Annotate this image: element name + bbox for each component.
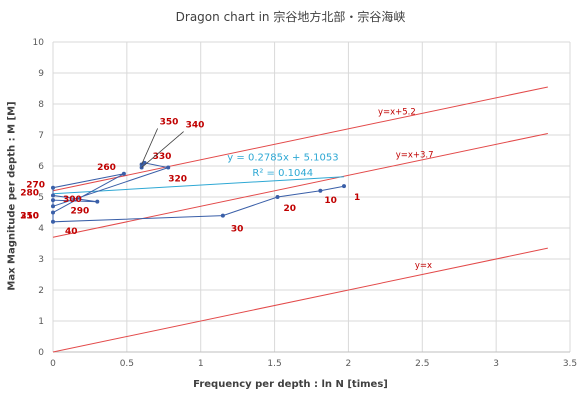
reference-line [52, 247, 548, 353]
data-point [51, 198, 55, 203]
data-point [51, 210, 55, 215]
y-tick-label: 5 [38, 193, 44, 203]
data-point [341, 184, 346, 189]
reference-lines: y=x+5.2 y=x+3.7 y=x [52, 86, 548, 353]
y-tick-label: 2 [38, 286, 44, 296]
data-point [166, 165, 171, 170]
reference-line-label: y=x+3.7 [396, 150, 434, 160]
point-label: 320 [168, 175, 187, 185]
data-point [51, 185, 55, 190]
connecting-line [52, 162, 345, 223]
reference-line-label: y=x [415, 261, 432, 271]
x-tick-label: 1 [198, 359, 204, 369]
data-point [275, 195, 280, 199]
point-label: 280 [20, 188, 39, 198]
x-tick-label: 0 [50, 359, 56, 369]
point-label: 30 [231, 225, 244, 235]
data-point [51, 219, 55, 224]
y-tick-label: 4 [38, 224, 44, 234]
x-tick-label: 2 [346, 359, 352, 369]
data-point [121, 171, 126, 176]
point-label: 10 [324, 196, 337, 206]
axes: 0 1 2 3 4 5 6 7 8 9 10 0 0.5 1 1.5 2 2.5 3 3.5 [33, 38, 578, 369]
x-tick-label: 1.5 [267, 359, 281, 369]
point-label: 250 [20, 212, 39, 222]
y-tick-label: 9 [38, 69, 44, 79]
data-point [51, 193, 55, 198]
gridlines [52, 41, 571, 353]
data-point [95, 199, 100, 204]
point-label: 330 [153, 152, 172, 162]
point-label: 260 [97, 163, 116, 173]
x-tick-label: 3 [493, 359, 499, 369]
y-tick-label: 8 [38, 100, 44, 110]
trendline: y = 0.2785x + 5.1053 R² = 0.1044 [52, 153, 345, 195]
data-points [51, 160, 346, 224]
x-tick-label: 0.5 [120, 359, 134, 369]
reference-line-label: y=x+5.2 [378, 108, 416, 118]
trendline-path [52, 176, 345, 195]
trendline-equation: y = 0.2785x + 5.1053 [227, 153, 338, 164]
point-label: 300 [63, 195, 82, 205]
point-label: 340 [186, 121, 205, 131]
x-axis-label: Frequency per depth : ln N [times] [193, 379, 388, 390]
point-label: 40 [65, 227, 78, 237]
data-point [318, 188, 323, 193]
x-tick-label: 3.5 [563, 359, 577, 369]
data-point [51, 204, 55, 209]
y-tick-label: 6 [38, 162, 44, 172]
y-tick-label: 0 [38, 348, 44, 358]
y-tick-label: 7 [38, 131, 44, 141]
chart-title: Dragon chart in 宗谷地方北部・宗谷海峡 [175, 10, 406, 24]
point-label: 20 [284, 204, 297, 214]
trendline-r2: R² = 0.1044 [252, 168, 313, 179]
point-label: 270 [26, 181, 45, 191]
reference-line [52, 86, 548, 192]
leader-line [141, 128, 158, 165]
reference-line [52, 132, 548, 238]
y-tick-label: 10 [33, 38, 45, 48]
series-line [52, 162, 345, 223]
data-point [220, 213, 225, 218]
point-label: 350 [160, 117, 179, 127]
leader-line [141, 131, 184, 168]
y-axis-label: Max Magnitude per depth : M [M] [6, 101, 18, 291]
point-label: 290 [71, 207, 90, 217]
point-label: 310 [20, 211, 39, 221]
x-tick-label: 2.5 [415, 359, 429, 369]
point-label: 1 [354, 193, 360, 203]
y-tick-label: 1 [38, 317, 44, 327]
y-tick-label: 3 [38, 255, 44, 265]
